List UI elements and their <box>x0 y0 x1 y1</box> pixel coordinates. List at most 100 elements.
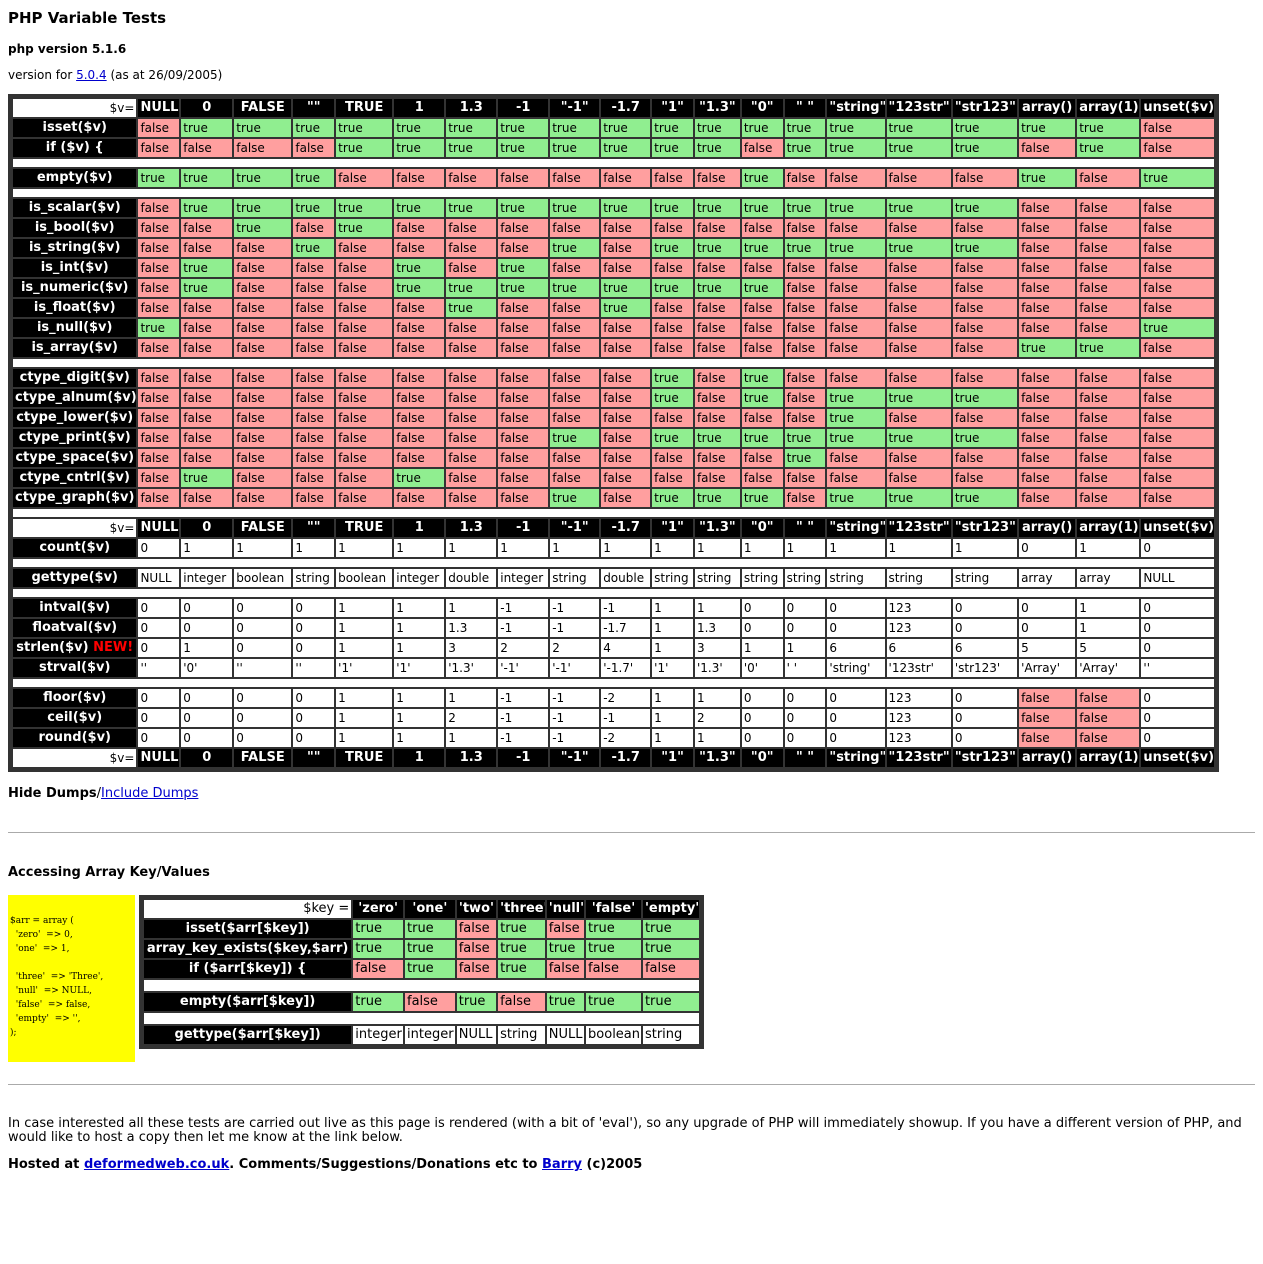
value-cell: '1.3' <box>694 659 740 677</box>
var-header-cell: " " <box>784 99 826 117</box>
result-cell: true <box>694 139 740 157</box>
result-cell: true <box>293 169 335 187</box>
conversion-label: floor($v) <box>13 689 137 707</box>
result-cell: false <box>784 169 826 187</box>
value-cell: -1 <box>601 599 651 617</box>
var-header-cell: "string" <box>827 519 885 537</box>
result-cell: false <box>394 409 445 427</box>
value-cell: 1 <box>336 599 393 617</box>
value-cell: 123 <box>886 599 951 617</box>
result-cell: false <box>336 369 393 387</box>
value-cell: 123 <box>886 729 951 747</box>
value-cell: -1 <box>498 619 549 637</box>
result-cell: false <box>550 339 600 357</box>
result-cell: false <box>293 429 335 447</box>
result-cell: true <box>784 449 826 467</box>
result-cell: false <box>1019 389 1076 407</box>
result-cell: true <box>181 169 233 187</box>
result-cell: false <box>138 389 180 407</box>
result-cell: false <box>138 299 180 317</box>
test-label: ctype_space($v) <box>13 449 137 467</box>
test-label: if ($v) { <box>13 139 137 157</box>
result-cell: true <box>550 199 600 217</box>
key-header-cell: 'one' <box>405 900 455 918</box>
result-cell: true <box>446 199 497 217</box>
value-cell: false <box>1019 729 1076 747</box>
result-cell: false <box>234 469 292 487</box>
result-cell: false <box>886 219 951 237</box>
result-cell: false <box>784 469 826 487</box>
author-link[interactable]: Barry <box>542 1157 582 1172</box>
result-cell: false <box>1019 259 1076 277</box>
result-cell: false <box>446 169 497 187</box>
array-result-cell: true <box>498 940 545 958</box>
result-cell: false <box>394 299 445 317</box>
array-tests-table: $key ='zero''one''two''three''null''fals… <box>139 895 704 1049</box>
value-cell: double <box>446 569 497 587</box>
result-cell: true <box>394 199 445 217</box>
result-cell: false <box>138 489 180 507</box>
array-gettype-row: gettype($arr[$key]) integer integer NULL str… <box>144 1026 699 1044</box>
result-cell: true <box>827 489 885 507</box>
value-cell: 0 <box>952 599 1018 617</box>
value-cell: 1 <box>784 639 826 657</box>
result-cell: false <box>234 279 292 297</box>
result-cell: false <box>293 449 335 467</box>
result-cell: false <box>498 169 549 187</box>
array-result-cell: true <box>546 993 585 1011</box>
array-gettype-cell: NULL <box>546 1026 585 1044</box>
host-link[interactable]: deformedweb.co.uk <box>83 1157 230 1172</box>
result-cell: false <box>886 319 951 337</box>
result-cell: false <box>138 139 180 157</box>
result-cell: false <box>336 449 393 467</box>
result-cell: false <box>446 449 497 467</box>
result-cell: true <box>827 409 885 427</box>
value-cell: 1 <box>652 709 693 727</box>
result-cell: false <box>652 259 693 277</box>
result-cell: false <box>181 389 233 407</box>
result-cell: true <box>550 139 600 157</box>
value-cell: 0 <box>741 689 783 707</box>
result-cell: true <box>446 299 497 317</box>
value-cell: double <box>601 569 651 587</box>
value-cell: 6 <box>886 639 951 657</box>
value-cell: '0' <box>741 659 783 677</box>
value-cell: -1.7 <box>601 619 651 637</box>
array-result-cell: false <box>498 993 545 1011</box>
value-cell: 1 <box>336 639 393 657</box>
result-cell: false <box>234 369 292 387</box>
array-section: $arr = array ( 'zero' => 0, 'one' => 1, … <box>8 895 1255 1062</box>
test-row: empty($v) true true true true false false false… <box>13 169 1214 187</box>
result-cell: true <box>952 429 1018 447</box>
result-cell: true <box>1019 169 1076 187</box>
value-cell: 0 <box>952 709 1018 727</box>
result-cell: true <box>827 239 885 257</box>
value-cell: 1 <box>293 539 335 557</box>
result-cell: false <box>886 449 951 467</box>
version-for-line: version for 5.0.4 (as at 26/09/2005) <box>8 67 1255 83</box>
conversion-row: strlen($v) NEW! 0 1 0 0 1 1 3 2 2 4 1 3 1 1 6 6 6 5 5 0 <box>13 639 1214 657</box>
result-cell: false <box>886 339 951 357</box>
version-link[interactable]: 5.0.4 <box>76 68 107 82</box>
result-cell: true <box>550 429 600 447</box>
result-cell: false <box>138 199 180 217</box>
test-label: is_null($v) <box>13 319 137 337</box>
conversion-label: count($v) <box>13 539 137 557</box>
result-cell: true <box>952 199 1018 217</box>
result-cell: false <box>394 489 445 507</box>
result-cell: true <box>694 429 740 447</box>
result-cell: false <box>293 319 335 337</box>
value-cell: '1' <box>394 659 445 677</box>
include-dumps-link[interactable]: Include Dumps <box>101 786 199 801</box>
value-cell: 2 <box>446 709 497 727</box>
value-cell: 1 <box>694 599 740 617</box>
array-result-cell: true <box>353 993 403 1011</box>
dumps-separator: / <box>96 786 102 801</box>
result-cell: false <box>652 469 693 487</box>
conversion-row: ceil($v) 0 0 0 0 1 1 2 -1 -1 -1 1 2 0 0 0 123 0 false false… <box>13 709 1214 727</box>
result-cell: true <box>550 239 600 257</box>
result-cell: false <box>652 409 693 427</box>
result-cell: false <box>336 319 393 337</box>
result-cell: true <box>394 259 445 277</box>
result-cell: false <box>498 469 549 487</box>
